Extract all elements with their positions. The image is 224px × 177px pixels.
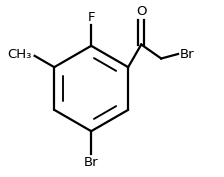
Text: O: O: [136, 5, 146, 18]
Text: F: F: [87, 10, 95, 24]
Text: Br: Br: [179, 47, 194, 61]
Text: CH₃: CH₃: [8, 48, 32, 61]
Text: Br: Br: [84, 156, 99, 169]
